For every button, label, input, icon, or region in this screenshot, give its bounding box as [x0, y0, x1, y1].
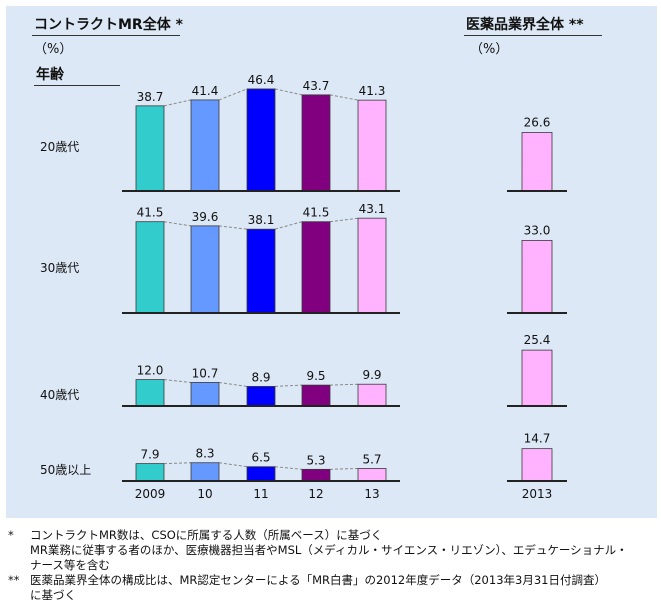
age-column-header: 年齢 — [36, 67, 64, 83]
data-label: 43.7 — [303, 79, 330, 93]
connector-line — [163, 379, 192, 383]
connector-line — [163, 221, 192, 227]
row-label-2: 40歳代 — [40, 388, 79, 402]
industry-bar — [521, 349, 553, 407]
data-label: 46.4 — [248, 73, 275, 87]
connector-line — [274, 466, 303, 470]
bar-12 — [301, 468, 331, 482]
bar-13 — [357, 217, 387, 314]
connector-line — [274, 384, 303, 387]
data-label: 41.5 — [137, 206, 164, 220]
connector-line — [218, 381, 248, 387]
bar-13 — [357, 99, 387, 192]
industry-data-label: 26.6 — [524, 115, 551, 129]
bar-10 — [190, 382, 220, 407]
connector-line — [329, 467, 359, 470]
industry-bar — [521, 132, 553, 192]
data-label: 41.3 — [359, 84, 386, 98]
left-unit-label: （%） — [34, 42, 73, 57]
data-label: 5.3 — [306, 453, 325, 467]
bar-13 — [357, 468, 387, 482]
data-label: 7.9 — [140, 448, 159, 462]
industry-data-label: 14.7 — [524, 432, 551, 446]
left-title-underline — [32, 35, 180, 36]
data-label: 39.6 — [192, 210, 219, 224]
data-label: 38.7 — [137, 90, 164, 104]
industry-data-label: 25.4 — [524, 333, 551, 347]
connector-line — [274, 88, 303, 96]
industry-data-label: 33.0 — [524, 223, 551, 237]
footnote-1-line-1: コントラクトMR数は、CSOに所属する人数（所属ベース）に基づく — [30, 528, 383, 542]
bar-13 — [357, 383, 387, 407]
footnote-1-line-2: MR業務に従事する者のほか、医療機器担当者やMSL（メディカル・サイエンス・リエ… — [30, 543, 628, 557]
right-title-underline — [464, 35, 602, 36]
bar-12 — [301, 221, 331, 314]
data-label: 9.5 — [306, 369, 325, 383]
industry-bar — [521, 448, 553, 482]
bar-11 — [246, 386, 276, 407]
footnote-1: * コントラクトMR数は、CSOに所属する人数（所属ベース）に基づく MR業務に… — [8, 528, 658, 573]
x-tick-label: 12 — [308, 487, 323, 501]
connector-line — [163, 99, 192, 107]
connector-line — [163, 462, 192, 465]
footnote-1-mark: * — [8, 528, 14, 542]
bar-11 — [246, 466, 276, 482]
data-label: 41.5 — [303, 206, 330, 220]
footnotes: * コントラクトMR数は、CSOに所属する人数（所属ベース）に基づく MR業務に… — [8, 528, 658, 603]
data-label: 10.7 — [192, 366, 219, 380]
x-tick-label: 2009 — [135, 487, 166, 501]
bar-2009 — [135, 379, 165, 407]
data-label: 43.1 — [359, 202, 386, 216]
connector-line — [329, 217, 359, 223]
connector-line — [218, 225, 248, 230]
bar-11 — [246, 88, 276, 192]
bar-10 — [190, 99, 220, 192]
footnote-2-line-1: 医薬品業界全体の構成比は、MR認定センターによる「MR白書」の2012年度データ… — [30, 573, 606, 587]
age-header-underline — [34, 85, 120, 86]
data-label: 5.7 — [362, 452, 381, 466]
industry-x-tick-label: 2013 — [522, 487, 553, 501]
x-tick-label: 11 — [253, 487, 268, 501]
bar-2009 — [135, 105, 165, 192]
bar-chart: 20歳代 38.7 41.4 46.4 43.7 41.3 26.6 30歳代 41.5 39.6… — [40, 73, 567, 501]
x-tick-label: 10 — [197, 487, 212, 501]
footnote-2: ** 医薬品業界全体の構成比は、MR認定センターによる「MR白書」の2012年度… — [8, 573, 658, 603]
footnote-2-mark: ** — [8, 573, 20, 587]
connector-line — [274, 221, 303, 230]
data-label: 8.3 — [195, 447, 214, 461]
data-label: 41.4 — [192, 84, 219, 98]
bar-2009 — [135, 463, 165, 482]
industry-bar — [521, 239, 553, 314]
footnote-2-line-2: に基づく — [30, 588, 76, 602]
data-label: 9.9 — [362, 368, 381, 382]
connector-line — [329, 94, 359, 101]
x-tick-label: 13 — [364, 487, 379, 501]
data-label: 38.1 — [248, 213, 275, 227]
data-label: 6.5 — [251, 451, 270, 465]
bar-11 — [246, 228, 276, 314]
bar-10 — [190, 225, 220, 314]
bar-2009 — [135, 221, 165, 314]
right-chart-title: 医薬品業界全体 ** — [466, 17, 584, 33]
row-label-3: 50歳以上 — [40, 463, 91, 477]
bar-10 — [190, 462, 220, 482]
row-label-0: 20歳代 — [40, 140, 79, 154]
bar-12 — [301, 94, 331, 192]
row-label-1: 30歳代 — [40, 261, 79, 275]
left-chart-title: コントラクトMR全体 * — [34, 17, 183, 33]
bar-12 — [301, 384, 331, 407]
connector-line — [218, 88, 248, 101]
right-unit-label: （%） — [470, 42, 509, 57]
footnote-1-line-3: ナース等を含む — [30, 558, 110, 572]
connector-line — [329, 383, 359, 386]
data-label: 8.9 — [251, 370, 270, 384]
data-label: 12.0 — [137, 364, 164, 378]
connector-line — [218, 462, 248, 468]
